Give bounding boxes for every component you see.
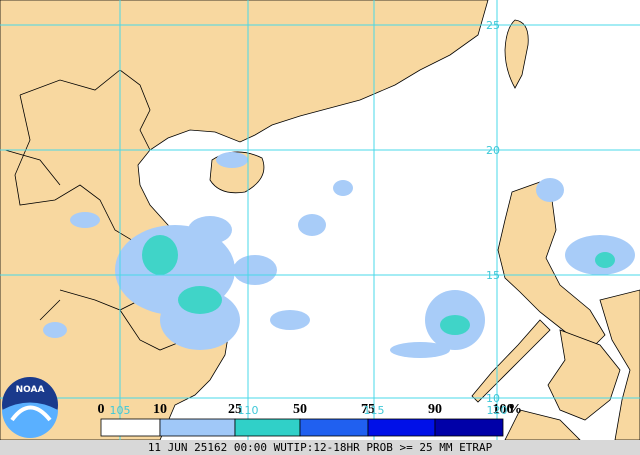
legend-tick: 0 — [98, 402, 105, 417]
legend-swatch — [234, 418, 301, 437]
lon-label: 120 — [487, 404, 508, 417]
lon-label: 105 — [110, 404, 131, 417]
legend: 0 10 25 50 75 90 100% — [98, 402, 522, 437]
lat-label: 15 — [486, 269, 500, 282]
lat-label: 10 — [486, 392, 500, 405]
legend-tick: 10 — [153, 402, 167, 417]
lon-label: 115 — [364, 404, 385, 417]
lat-label: 25 — [486, 19, 500, 32]
legend-swatch — [367, 418, 436, 437]
legend-swatch — [434, 418, 504, 437]
legend-swatch — [159, 418, 236, 437]
legend-tick: 75 — [361, 402, 375, 417]
legend-tick: 100 — [493, 402, 514, 417]
noaa-logo: NOAA — [2, 377, 58, 438]
legend-unit: % — [508, 402, 522, 417]
lat-label: 20 — [486, 144, 500, 157]
lon-label: 110 — [238, 404, 259, 417]
legend-tick: 25 — [228, 402, 242, 417]
logo-text: NOAA — [16, 385, 45, 395]
graticule — [0, 0, 640, 440]
caption-bar — [0, 440, 640, 455]
rain-areas — [43, 152, 635, 358]
legend-tick: 50 — [293, 402, 307, 417]
caption: 11 JUN 25162 00:00 WUTIP:12-18HR PROB >=… — [148, 441, 493, 454]
legend-swatch — [100, 418, 161, 437]
legend-tick: 90 — [428, 402, 442, 417]
legend-swatch — [299, 418, 369, 437]
